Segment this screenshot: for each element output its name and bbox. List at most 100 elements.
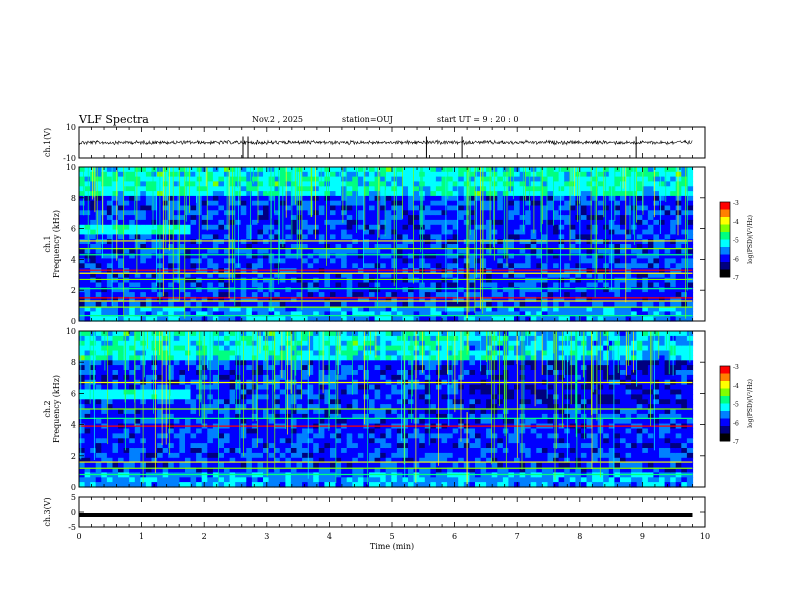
spectro-cell (145, 167, 153, 173)
spectro-cell (514, 215, 521, 221)
spectro-cell (597, 171, 604, 178)
spectro-cell (670, 167, 677, 173)
spectro-cell (352, 167, 359, 173)
spectro-cell (268, 229, 275, 235)
spectro-cell (218, 374, 225, 381)
spectro-cell (235, 287, 242, 293)
spectro-cell (151, 399, 158, 405)
spectro-cell (636, 234, 643, 240)
spectro-cell (118, 258, 125, 264)
spectro-cell (190, 268, 197, 274)
spectro-cell (229, 384, 236, 391)
spectro-cell (547, 215, 554, 221)
spectro-cell (162, 389, 169, 395)
spectro-cell (419, 268, 426, 274)
spectro-cell (458, 191, 465, 197)
spectro-cell (251, 292, 259, 298)
spectro-cell (664, 239, 671, 245)
spectro-cell (458, 263, 465, 269)
spectro-cell (251, 404, 259, 410)
spectro-cell (240, 219, 247, 226)
spectro-cell (631, 219, 638, 226)
spectro-cell (268, 191, 275, 197)
spectro-cell (497, 316, 504, 322)
spectro-cell (257, 171, 264, 178)
spectro-cell (218, 191, 225, 197)
spectro-cell (196, 443, 203, 449)
spectro-cell (218, 248, 225, 255)
spectro-cell (290, 282, 298, 288)
spectro-cell (257, 248, 264, 255)
spectro-cell (95, 258, 102, 264)
spectro-cell (207, 234, 214, 240)
spectro-cell (134, 331, 141, 337)
spectro-cell (647, 258, 655, 264)
spectro-cell (201, 472, 208, 478)
spectro-cell (285, 186, 292, 192)
spectro-cell (385, 176, 392, 182)
spectro-cell (452, 167, 459, 173)
spectro-cell (430, 186, 437, 192)
spectro-cell (536, 301, 543, 308)
spectro-cell (162, 404, 169, 410)
spectro-cell (413, 219, 420, 226)
spectro-cell (79, 176, 86, 182)
spectro-cell (608, 306, 615, 312)
spectro-cell (341, 186, 348, 192)
spectro-cell (173, 282, 180, 288)
spectro-cell (413, 205, 420, 211)
spectro-cell (290, 195, 298, 202)
spectro-cell (346, 219, 353, 226)
spectro-cell (536, 224, 543, 231)
spectro-cell (279, 316, 286, 322)
spectro-cell (419, 167, 426, 173)
spectro-cell (179, 370, 186, 376)
spectro-cell (514, 277, 521, 284)
spectro-cell (112, 253, 119, 259)
spectro-cell (257, 167, 264, 173)
spectro-cell (129, 191, 136, 197)
spectro-cell (458, 224, 465, 231)
spectro-cell (675, 171, 682, 178)
spectro-cell (502, 244, 510, 250)
spectro-cell (480, 219, 487, 226)
spectro-cell (374, 316, 381, 322)
spectro-cell (424, 181, 431, 187)
spectro-cell (201, 370, 208, 376)
spectro-cell (123, 171, 130, 178)
spectro-cell (95, 374, 102, 381)
spectro-cell (564, 191, 571, 197)
spectro-cell (285, 200, 292, 207)
spectro-cell (380, 234, 387, 240)
spectro-cell (664, 258, 671, 264)
spectro-cell (592, 306, 599, 312)
spectro-cell (341, 287, 348, 293)
spectro-cell (162, 263, 169, 269)
spectro-cell (313, 272, 320, 279)
spectro-cell (357, 239, 365, 245)
spectro-cell (190, 335, 197, 342)
spectro-cell (79, 219, 86, 226)
spectro-cell (218, 418, 225, 425)
spectro-cell (106, 365, 114, 371)
spectro-cell (201, 409, 208, 415)
spectro-cell (79, 482, 86, 488)
spectro-cell (547, 167, 554, 173)
spectro-cell (179, 316, 186, 322)
spectro-cell (502, 234, 510, 240)
spectro-cell (536, 244, 543, 250)
spectro-cell (129, 195, 136, 202)
spectro-cell (408, 311, 415, 317)
spectro-cell (145, 457, 153, 464)
spectro-cell (603, 200, 610, 207)
spectro-cell (396, 272, 404, 279)
spectro-cell (547, 200, 554, 207)
spectro-cell (162, 433, 169, 439)
spectro-cell (608, 316, 615, 322)
spectro-cell (229, 433, 236, 439)
spectro-cell (330, 215, 337, 221)
spectro-cell (469, 258, 476, 264)
spectro-cell (207, 292, 214, 298)
spectro-cell (335, 244, 342, 250)
spectro-cell (290, 191, 298, 197)
